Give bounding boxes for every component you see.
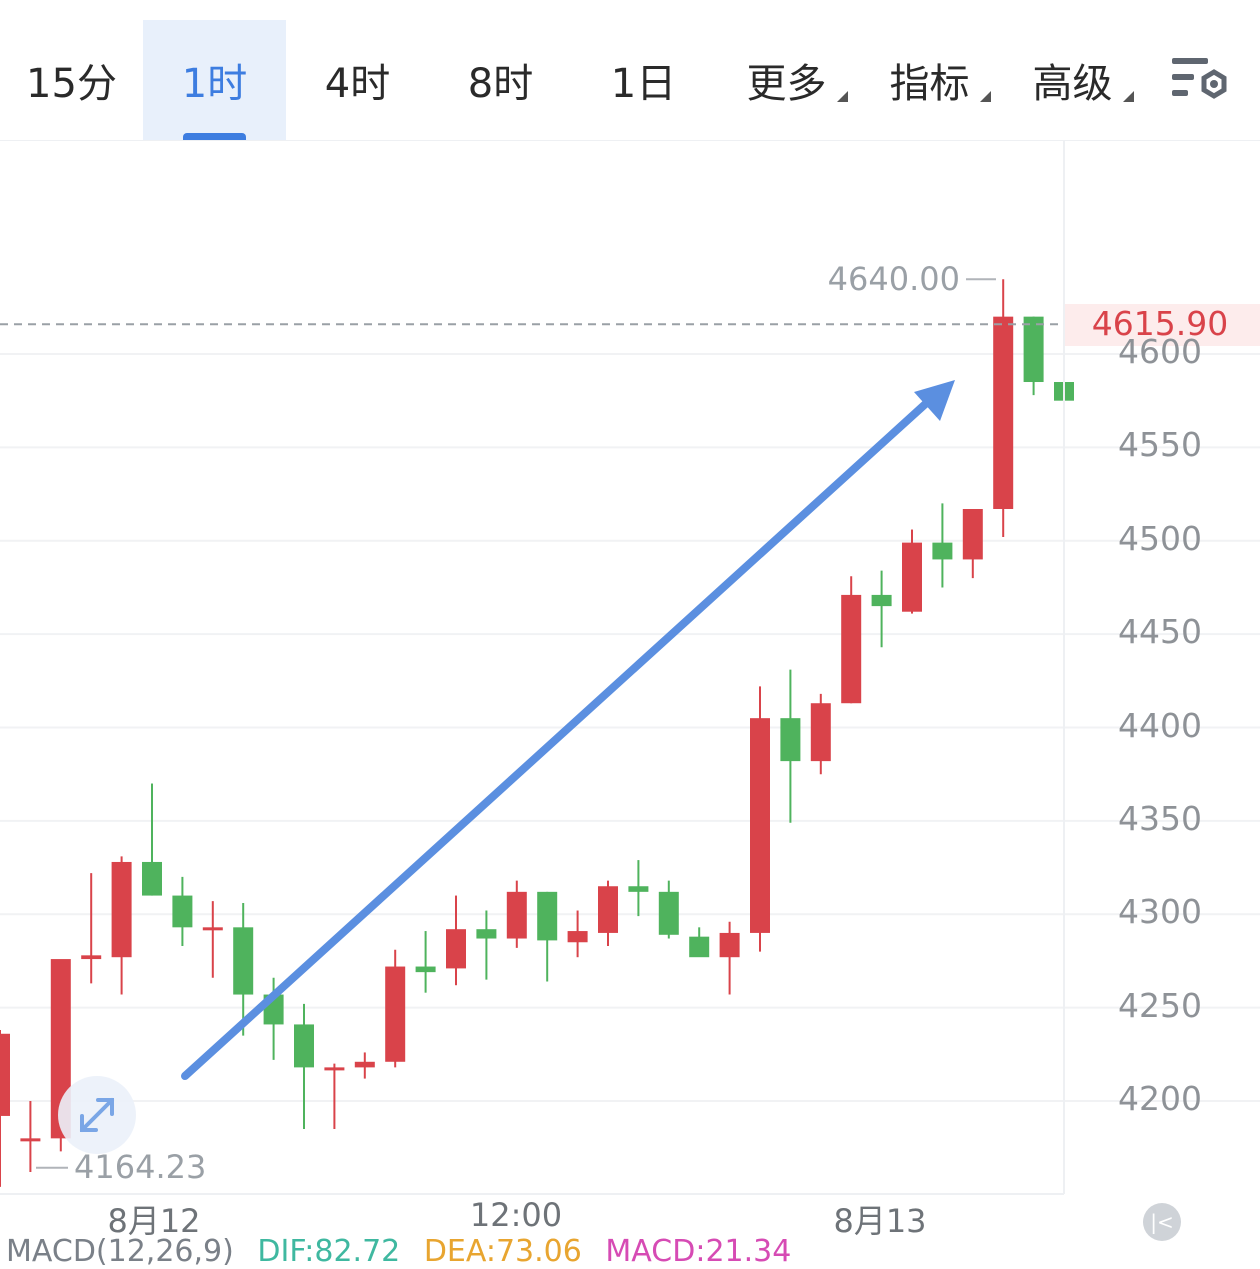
tab-label: 15分 (26, 61, 117, 107)
timeframe-toolbar: 15分 1时 4时 8时 1日 更多 指标 高级 (0, 0, 1260, 141)
candle (324, 1063, 345, 1130)
candlestick-chart[interactable] (0, 141, 1260, 1252)
y-tick-label: 4550 (1118, 425, 1202, 465)
tab-4hour[interactable]: 4时 (286, 20, 429, 140)
candle (810, 693, 831, 775)
candle (993, 279, 1014, 538)
current-price-highlight (1064, 304, 1260, 346)
candle (962, 509, 983, 579)
x-tick-label: 8月13 (833, 1202, 927, 1240)
candle (294, 1003, 314, 1130)
tab-label: 1时 (181, 61, 248, 107)
low-price-label: 4164.23 (74, 1148, 207, 1186)
candle (750, 686, 770, 952)
trend-arrow-annotation (181, 380, 955, 1080)
candle (172, 876, 193, 946)
candle (202, 901, 223, 978)
tab-1day[interactable]: 1日 (572, 20, 715, 140)
tab-label: 8时 (467, 61, 534, 107)
chevron-left-bar-icon: |< (1150, 1210, 1174, 1234)
active-tab-indicator (183, 133, 246, 140)
candle (111, 856, 132, 995)
candle (233, 903, 254, 1036)
expand-icon (80, 1098, 114, 1132)
dropdown-corner-icon (837, 91, 848, 102)
candle (719, 921, 740, 995)
y-tick-label: 4600 (1118, 332, 1202, 371)
y-tick-label: 4300 (1118, 892, 1202, 932)
scroll-to-latest-button[interactable]: |< (1143, 1203, 1181, 1241)
tab-more-dropdown[interactable]: 更多 (715, 20, 858, 140)
candle (415, 931, 436, 993)
fullscreen-button[interactable] (58, 1076, 136, 1154)
candle (142, 783, 162, 896)
tab-1hour[interactable]: 1时 (143, 20, 286, 140)
candle (0, 1030, 10, 1187)
candle (628, 860, 649, 917)
candle (537, 891, 558, 982)
tab-label: 更多 (746, 61, 827, 107)
current-price-label: 4615.90 (1091, 304, 1229, 343)
y-tick-label: 4400 (1118, 705, 1202, 745)
tab-label: 指标 (889, 61, 970, 107)
tab-label: 高级 (1032, 61, 1113, 107)
tab-advanced-dropdown[interactable]: 高级 (1001, 20, 1144, 140)
candle (506, 880, 527, 948)
candle (871, 570, 892, 648)
tab-label: 4时 (324, 61, 391, 107)
x-tick-label: 8月12 (107, 1202, 201, 1240)
y-tick-label: 4250 (1118, 985, 1202, 1025)
candle (81, 873, 102, 984)
high-price-label: 4640.00 (827, 260, 960, 298)
candle (446, 895, 466, 986)
tab-8hour[interactable]: 8时 (429, 20, 572, 140)
tab-label: 1日 (610, 61, 677, 107)
candle (780, 669, 801, 823)
candle (658, 880, 679, 939)
dropdown-corner-icon (1123, 91, 1134, 102)
candle (902, 529, 922, 614)
dropdown-corner-icon (980, 91, 991, 102)
chart-settings-icon[interactable] (1168, 52, 1232, 110)
y-tick-label: 4350 (1118, 798, 1202, 838)
candle (20, 1101, 41, 1172)
y-tick-label: 4200 (1118, 1079, 1202, 1118)
candle (689, 927, 710, 958)
candle (598, 880, 618, 946)
candle (1023, 316, 1044, 396)
y-tick-label: 4450 (1118, 612, 1202, 652)
candle (841, 576, 862, 704)
candle (385, 949, 406, 1068)
y-tick-label: 4500 (1118, 518, 1202, 558)
candle (932, 503, 953, 588)
x-tick-label: 12:00 (469, 1196, 563, 1234)
tab-indicators-dropdown[interactable]: 指标 (858, 20, 1001, 140)
tab-15min[interactable]: 15分 (0, 20, 143, 140)
candle (476, 910, 497, 980)
candle (567, 910, 588, 958)
candle (354, 1052, 375, 1079)
